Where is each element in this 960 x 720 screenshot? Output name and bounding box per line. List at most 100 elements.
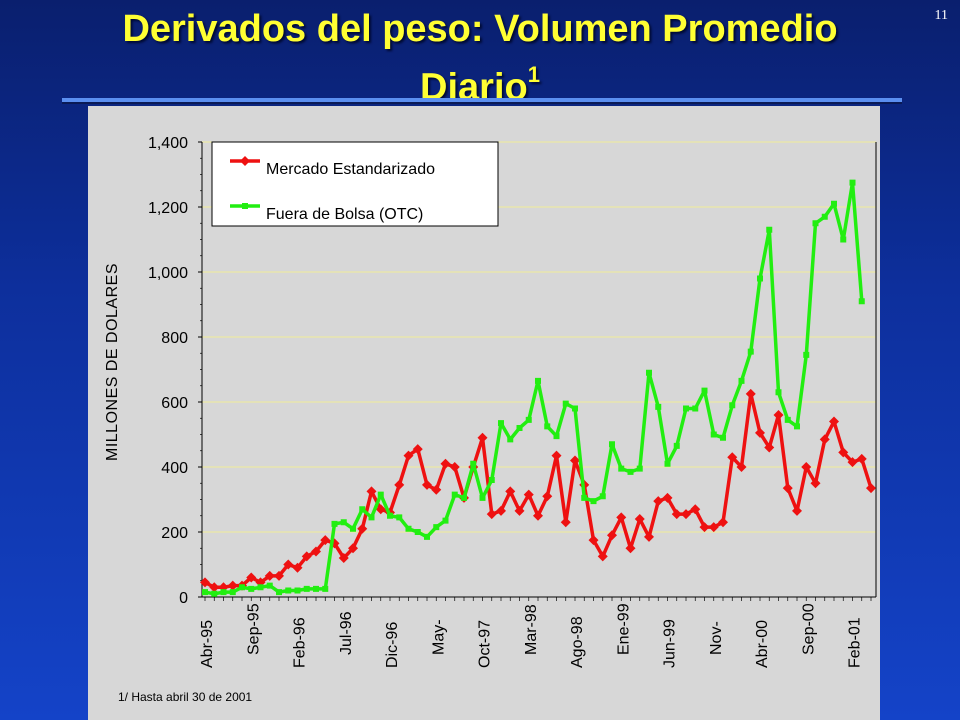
data-point (718, 517, 728, 528)
legend-marker (240, 156, 250, 166)
data-point (701, 387, 708, 394)
slide-title-text: Derivados del peso: Volumen Promedio Dia… (122, 8, 838, 109)
legend-label: Fuera de Bolsa (OTC) (266, 206, 423, 223)
data-point (313, 585, 319, 592)
data-point (470, 460, 477, 467)
data-point (831, 200, 837, 207)
x-tick-label: Ago-98 (569, 616, 586, 668)
data-point (377, 491, 384, 498)
data-point (359, 506, 366, 513)
data-point (357, 523, 368, 534)
data-point (227, 580, 238, 591)
legend-label: Mercado Estandarizado (266, 161, 435, 178)
data-point (673, 442, 680, 449)
data-point (570, 455, 580, 466)
data-point (479, 494, 486, 501)
x-tick-label: Feb-96 (292, 617, 309, 668)
y-tick-label: 1,200 (148, 200, 188, 217)
x-tick-label: Jul-96 (338, 611, 355, 655)
x-tick-label: May- (430, 619, 447, 655)
data-point (683, 405, 689, 412)
data-point (720, 434, 726, 441)
data-point (292, 562, 303, 573)
data-point (301, 551, 312, 562)
data-point (840, 236, 847, 243)
data-point (708, 522, 719, 533)
data-point (422, 479, 432, 490)
data-point (819, 434, 830, 445)
data-point (264, 570, 275, 581)
data-point (266, 582, 273, 589)
data-point (609, 441, 615, 448)
data-point (542, 491, 553, 502)
data-point (801, 462, 812, 472)
data-point (644, 531, 654, 542)
y-tick-label: 0 (179, 590, 188, 607)
data-point (248, 585, 255, 592)
x-tick-label: Sep-00 (800, 603, 817, 655)
data-point (283, 559, 294, 570)
series-fuera-de-bolsa (202, 179, 865, 597)
x-tick-label: Jun-99 (662, 619, 679, 668)
data-point (338, 553, 349, 563)
data-point (812, 220, 819, 227)
x-tick-label: Feb-01 (847, 617, 864, 668)
data-point (433, 524, 440, 531)
x-tick-label: Oct-97 (477, 620, 494, 668)
x-tick-label: Dic-96 (384, 622, 401, 668)
data-point (535, 377, 541, 384)
data-point (303, 585, 310, 592)
data-point (803, 351, 810, 358)
data-point (461, 494, 467, 501)
data-point (597, 551, 608, 562)
data-point (514, 505, 525, 516)
data-point (736, 462, 747, 472)
y-tick-label: 1,400 (148, 135, 188, 152)
series-mercado-estandarizado (200, 388, 876, 593)
x-tick-label: Sep-95 (245, 603, 262, 655)
data-point (209, 582, 220, 593)
data-point (562, 400, 569, 407)
data-point (664, 460, 671, 467)
x-tick-label: Mar-98 (523, 604, 540, 655)
data-point (202, 589, 208, 596)
data-point (246, 572, 257, 583)
data-point (507, 436, 514, 443)
data-point (294, 587, 301, 594)
data-point (449, 462, 460, 472)
data-point (396, 514, 403, 521)
data-point (662, 492, 673, 503)
data-point (320, 535, 331, 546)
data-point (350, 525, 356, 532)
slide-title: Derivados del peso: Volumen Promedio Dia… (60, 4, 900, 113)
data-point (782, 483, 793, 494)
data-point (847, 457, 858, 468)
data-point (311, 546, 321, 557)
y-tick-label: 400 (161, 460, 188, 477)
data-point (477, 432, 488, 443)
data-point (784, 416, 791, 423)
data-point (572, 405, 578, 412)
data-point (627, 468, 634, 475)
data-point (412, 444, 423, 455)
data-point (285, 587, 292, 594)
data-point (757, 275, 763, 282)
data-point (322, 585, 329, 592)
data-point (590, 498, 597, 505)
data-point (856, 453, 867, 464)
data-point (239, 584, 245, 591)
data-point (276, 589, 282, 596)
data-point (523, 489, 534, 500)
data-point (498, 420, 504, 427)
data-point (525, 416, 532, 423)
data-point (533, 510, 543, 521)
legend-marker (242, 203, 248, 209)
data-point (560, 517, 571, 528)
data-point (653, 496, 664, 507)
data-point (792, 505, 802, 516)
data-point (747, 348, 754, 355)
data-point (394, 479, 405, 490)
data-point (544, 423, 551, 430)
data-point (375, 504, 386, 515)
